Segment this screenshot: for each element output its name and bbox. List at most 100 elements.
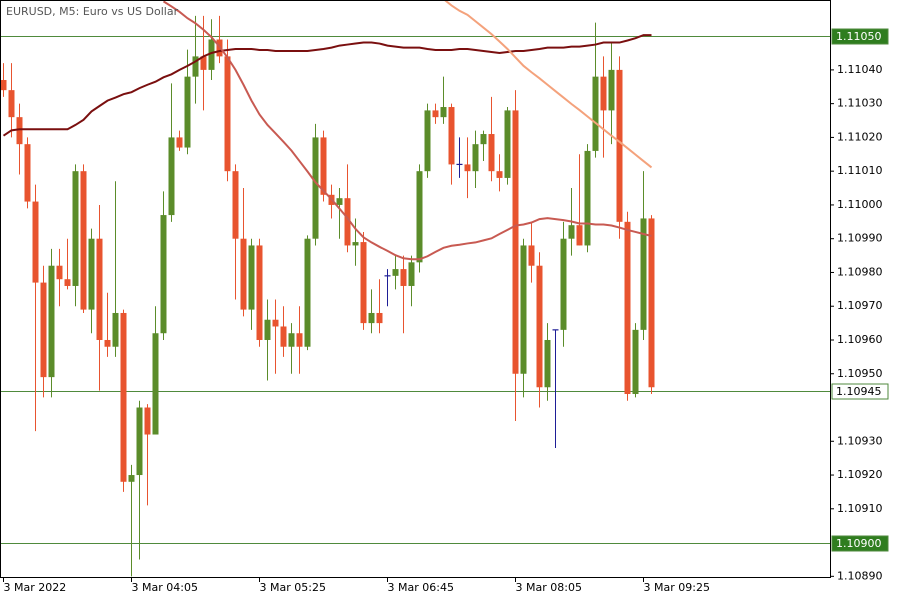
candle-body <box>288 333 295 347</box>
candle-body <box>112 312 119 347</box>
candle-body <box>192 56 199 77</box>
candle-body <box>8 90 15 118</box>
candle-body <box>480 134 487 145</box>
candle-body <box>272 319 279 327</box>
candle-body <box>536 265 543 388</box>
candle-body <box>472 144 479 172</box>
candle-body <box>304 238 311 347</box>
candle-body <box>208 39 215 70</box>
candle-body <box>40 282 47 378</box>
candle-body <box>512 110 519 374</box>
candle-body <box>152 333 159 435</box>
candle-body <box>632 329 639 395</box>
candle-body <box>488 134 495 172</box>
candle-body <box>416 171 423 263</box>
candle-body <box>344 198 351 246</box>
candle-body <box>24 144 31 202</box>
candle-body <box>56 265 63 280</box>
candle-body <box>464 164 471 172</box>
candle-body <box>608 69 615 111</box>
y-tick-label: 1.10970 <box>837 299 883 312</box>
y-tick-label: 1.11000 <box>837 198 883 211</box>
candle-body <box>264 319 271 340</box>
candle-body <box>440 107 447 118</box>
level-label: 1.10945 <box>836 385 882 398</box>
candle-body <box>640 218 647 330</box>
plot-frame <box>0 0 831 578</box>
candle-body <box>224 56 231 172</box>
candle-body <box>160 215 167 334</box>
candle-body <box>128 475 135 482</box>
y-tick-label: 1.10960 <box>837 333 883 346</box>
candle-body <box>424 110 431 172</box>
moving-average <box>444 1 653 169</box>
candle-body <box>520 245 527 374</box>
candle-body <box>280 326 287 347</box>
candle-body <box>72 171 79 286</box>
level-label: 1.11050 <box>836 30 882 43</box>
candle-body <box>408 262 415 286</box>
candle-body <box>600 76 607 111</box>
x-tick-label: 3 Mar 06:45 <box>388 581 454 594</box>
candle-body <box>104 339 111 347</box>
candle-body <box>528 245 535 266</box>
candle-body <box>88 238 95 310</box>
y-tick-label: 1.11030 <box>837 97 883 110</box>
candle-body <box>392 269 399 276</box>
y-tick-label: 1.10920 <box>837 468 883 481</box>
candle-body <box>504 110 511 178</box>
y-tick-label: 1.11010 <box>837 164 883 177</box>
candle-body <box>592 76 599 151</box>
y-tick-label: 1.10990 <box>837 232 883 245</box>
candle-body <box>144 407 151 435</box>
plot-area <box>1 1 830 577</box>
candle-body <box>32 201 39 283</box>
y-tick-label: 1.10910 <box>837 502 883 515</box>
candle-body <box>648 218 655 388</box>
candle-body <box>48 265 55 378</box>
candle-body <box>1 80 7 91</box>
candle-body <box>360 242 367 324</box>
candle-body <box>136 407 143 476</box>
candle-body <box>232 171 239 239</box>
x-tick-label: 3 Mar 2022 <box>4 581 67 594</box>
candle-body <box>184 76 191 148</box>
level-label-box <box>831 535 889 552</box>
candle-body <box>120 312 127 482</box>
candle-body <box>64 279 71 286</box>
x-tick-label: 3 Mar 04:05 <box>132 581 198 594</box>
level-label: 1.10900 <box>836 537 882 550</box>
x-tick-label: 3 Mar 09:25 <box>644 581 710 594</box>
x-tick-label: 3 Mar 08:05 <box>516 581 582 594</box>
candle-body <box>176 137 183 148</box>
level-label-box <box>831 28 889 45</box>
candle-body <box>352 242 359 246</box>
candle-body <box>576 225 583 246</box>
candle-body <box>560 238 567 330</box>
candle-body <box>240 238 247 310</box>
candle-body <box>544 339 551 388</box>
y-tick-label: 1.10980 <box>837 265 883 278</box>
y-tick-label: 1.10930 <box>837 434 883 447</box>
candle-body <box>584 150 591 246</box>
candle-body <box>496 171 503 178</box>
moving-average <box>2 34 652 137</box>
candle-body <box>248 245 255 310</box>
x-tick-label: 3 Mar 05:25 <box>260 581 326 594</box>
candle-body <box>400 269 407 286</box>
candle-body <box>296 333 303 347</box>
y-tick-label: 1.11020 <box>837 130 883 143</box>
level-label-box <box>831 383 889 400</box>
y-tick-label: 1.10890 <box>837 569 883 582</box>
candle-body <box>312 137 319 239</box>
chart-title: EURUSD, M5: Euro vs US Dollar <box>6 5 179 18</box>
candle-body <box>168 137 175 216</box>
candle-body <box>568 225 575 239</box>
candle-body <box>96 238 103 340</box>
candle-body <box>376 312 383 324</box>
candle-body <box>256 245 263 340</box>
candle-body <box>616 69 623 222</box>
candle-body <box>368 312 375 324</box>
